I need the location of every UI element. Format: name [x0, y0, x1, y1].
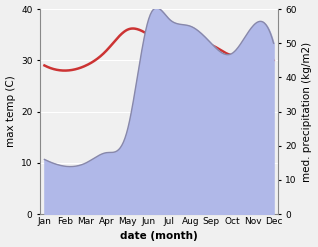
- Y-axis label: max temp (C): max temp (C): [5, 76, 16, 147]
- Y-axis label: med. precipitation (kg/m2): med. precipitation (kg/m2): [302, 41, 313, 182]
- X-axis label: date (month): date (month): [120, 231, 198, 242]
